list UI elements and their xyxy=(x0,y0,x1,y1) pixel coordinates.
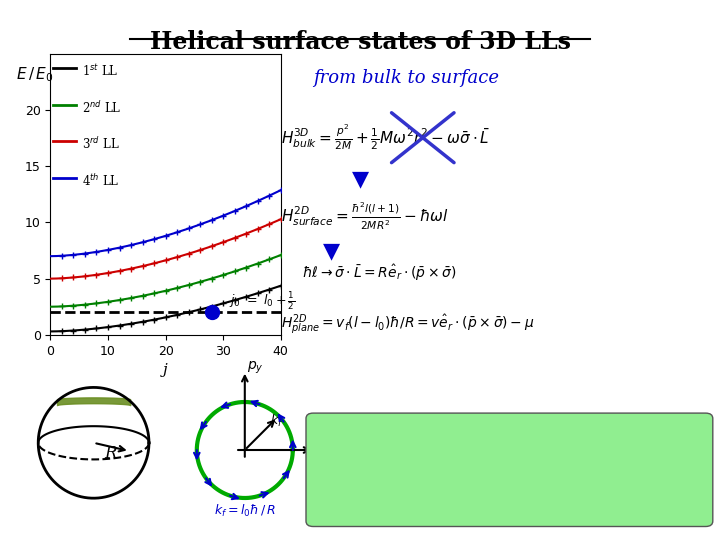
Text: from bulk to surface: from bulk to surface xyxy=(313,69,499,87)
Text: 1$^{st}$ LL: 1$^{st}$ LL xyxy=(82,64,119,79)
Text: $E\,/\,E_0$: $E\,/\,E_0$ xyxy=(16,65,53,84)
Text: $p_x$: $p_x$ xyxy=(315,436,332,451)
Text: $k_f = l_0\hbar\,/\,R$: $k_f = l_0\hbar\,/\,R$ xyxy=(214,503,276,519)
Text: ▼: ▼ xyxy=(351,169,369,190)
X-axis label: j: j xyxy=(163,363,168,377)
Text: $H^{2D}_{plane} = v_f(l-l_0)\hbar/R = v\hat{e}_r\cdot(\bar{p}\times\bar{\sigma}): $H^{2D}_{plane} = v_f(l-l_0)\hbar/R = v\… xyxy=(281,312,534,336)
Text: $\hbar\ell \rightarrow \bar{\sigma}\cdot\bar{L} = R\hat{e}_r\cdot(\bar{p}\times\: $\hbar\ell \rightarrow \bar{\sigma}\cdot… xyxy=(302,262,456,283)
Text: 23: 23 xyxy=(665,501,684,516)
Text: $H^{3D}_{bulk} = \frac{p^2}{2M} + \frac{1}{2}M\omega^2r^2 - \omega\bar{\sigma}\c: $H^{3D}_{bulk} = \frac{p^2}{2M} + \frac{… xyxy=(281,123,490,152)
Text: $p_y$: $p_y$ xyxy=(247,360,264,376)
Text: ▼: ▼ xyxy=(323,241,340,261)
Text: R: R xyxy=(104,446,117,462)
Text: Dirac Fermi surfaces.: Dirac Fermi surfaces. xyxy=(324,510,500,524)
Text: Helical surface states of 3D LLs: Helical surface states of 3D LLs xyxy=(150,30,570,53)
Text: $j_0\ =\ l_0+\frac{1}{2}$: $j_0\ =\ l_0+\frac{1}{2}$ xyxy=(229,290,295,312)
Text: Fermi surface.: Fermi surface. xyxy=(324,457,446,471)
Text: $H^{2D}_{surface} = \frac{\hbar^2 l(l+1)}{2MR^2} - \hbar\omega l$: $H^{2D}_{surface} = \frac{\hbar^2 l(l+1)… xyxy=(281,200,449,232)
Text: 4$^{th}$ LL: 4$^{th}$ LL xyxy=(82,173,120,189)
Text: • Each LL contributes to one  helical: • Each LL contributes to one helical xyxy=(324,430,608,444)
Text: 2$^{nd}$ LL: 2$^{nd}$ LL xyxy=(82,100,122,116)
Text: $k_f$: $k_f$ xyxy=(270,413,283,429)
Text: 3$^{rd}$ LL: 3$^{rd}$ LL xyxy=(82,137,120,152)
Text: • Odd fillings yield odd numbers of: • Odd fillings yield odd numbers of xyxy=(324,487,595,501)
